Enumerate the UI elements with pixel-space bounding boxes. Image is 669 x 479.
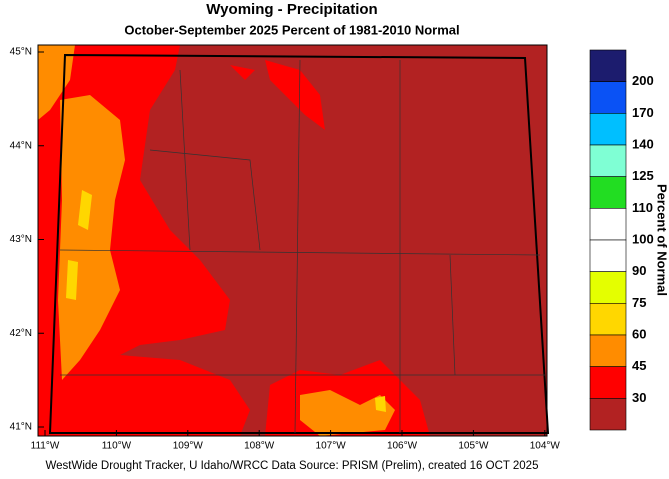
lon-label: 108°W [244, 441, 275, 452]
colorbar-label: 140 [632, 136, 654, 151]
colorbar-swatch [589, 239, 627, 272]
region [230, 60, 325, 130]
colorbar-swatch [589, 208, 627, 241]
colorbar-swatch [589, 144, 627, 177]
lat-label: 43°N [10, 234, 32, 245]
lat-label: 44°N [10, 140, 32, 151]
lon-label: 109°W [173, 441, 204, 452]
footer: WestWide Drought Tracker, U Idaho/WRCC D… [46, 460, 539, 472]
lon-label: 105°W [458, 441, 489, 452]
colorbar-swatch [589, 81, 627, 114]
colorbar-swatch [589, 49, 627, 82]
lon-label: 110°W [102, 441, 132, 452]
colorbar-swatch [589, 271, 627, 304]
map-frame [37, 44, 548, 437]
state-border [48, 53, 550, 434]
map [37, 44, 550, 437]
colorbar-swatch [589, 113, 627, 146]
colorbar-label: 45 [632, 358, 646, 373]
colorbar-swatch [589, 398, 627, 431]
colorbar-label: 125 [632, 168, 654, 183]
colorbar-label: 200 [632, 73, 654, 88]
colorbar-label: 110 [632, 200, 653, 215]
colorbar-label: 30 [632, 390, 646, 405]
region [58, 95, 125, 380]
colorbar-swatch [589, 366, 627, 399]
lat-label: 42°N [10, 328, 32, 339]
region [66, 190, 92, 300]
colorbar-title: Percent of Normal [655, 184, 669, 296]
region [375, 396, 386, 412]
colorbar-swatch [589, 334, 627, 367]
lat-label: 45°N [10, 47, 32, 58]
title: Wyoming - Precipitation [206, 1, 377, 18]
lon-label: 111°W [31, 441, 60, 452]
region [300, 390, 395, 436]
colorbar-swatch [589, 176, 627, 209]
colorbar-label: 60 [632, 326, 646, 341]
lon-label: 106°W [387, 441, 418, 452]
colorbar-label: 100 [632, 231, 654, 246]
colorbar-swatch [589, 303, 627, 336]
subtitle: October-September 2025 Percent of 1981-2… [124, 22, 459, 37]
colorbar-label: 90 [632, 263, 646, 278]
region [38, 45, 75, 120]
county-lines [59, 59, 545, 434]
colorbar: 200 170 140 125 110 100 90 75 60 45 30 [589, 49, 654, 431]
lon-label: 107°W [316, 441, 347, 452]
lon-label: 104°W [530, 441, 561, 452]
lat-label: 41°N [10, 422, 32, 433]
colorbar-label: 170 [632, 105, 654, 120]
colorbar-label: 75 [632, 295, 646, 310]
